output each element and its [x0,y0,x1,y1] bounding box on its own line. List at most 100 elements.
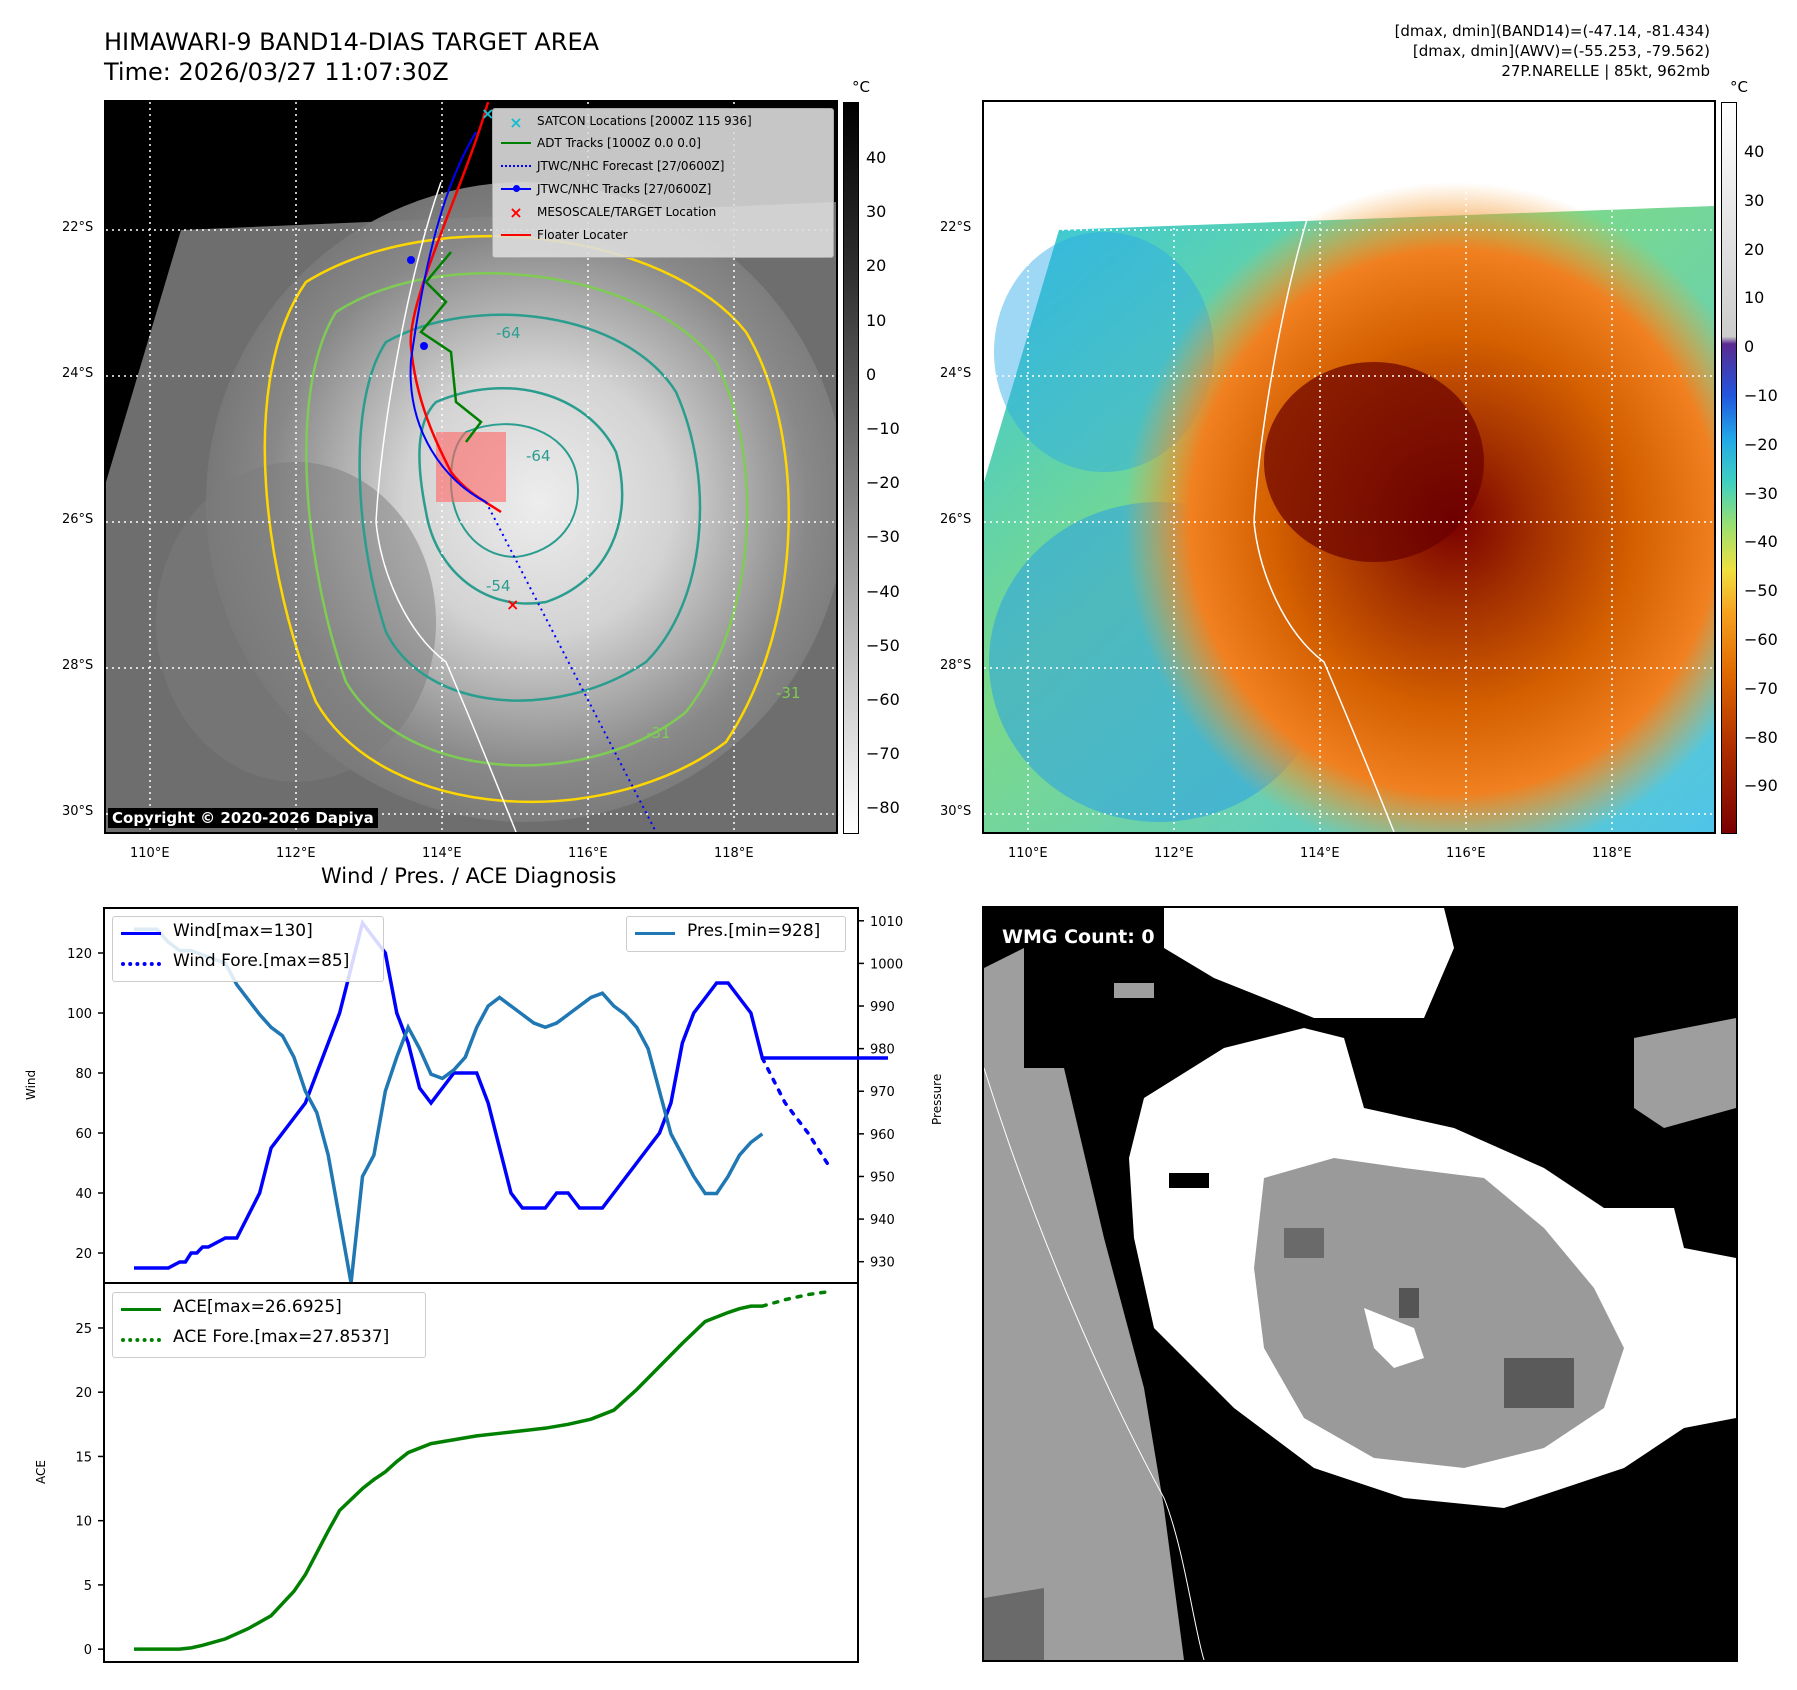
colorbar-gray-tick: −10 [866,419,900,438]
wmg-canvas [984,908,1736,1660]
ace-tick-label: 5 [84,1579,92,1594]
pressure-tick-label: 940 [870,1213,895,1228]
lat-label: 26°S [62,512,94,527]
copyright-label: Copyright © 2020-2026 Dapiya [108,808,378,828]
stats-awv: [dmax, dmin](AWV)=(-55.253, -79.562) [1412,42,1710,60]
lat-label: 28°S [940,658,972,673]
pressure-tick-label: 980 [870,1043,895,1058]
lat-label: 22°S [940,220,972,235]
pressure-tick-label: 930 [870,1256,895,1271]
colorbar-gray-tick: −40 [866,581,900,601]
pressure-tick-label: 1010 [870,915,903,930]
colorbar-color-tick: 10 [1744,288,1765,308]
ace-legend: ACE[max=26.6925] ACE Fore.[max=27.8537] [112,1292,426,1358]
ace-tick-label: 10 [75,1515,92,1530]
adt-legend-icon [501,142,531,144]
contour-label: -64 [526,447,551,465]
lat-label: 30°S [62,804,94,819]
lon-label: 114°E [1300,846,1340,861]
colorbar-gray [843,102,859,834]
colorbar-color-tick: −10 [1744,386,1778,405]
colorbar-color-tick: 20 [1744,239,1765,259]
wind-fore-legend-label: Wind Fore.[max=85] [173,951,350,971]
lon-label: 110°E [130,846,170,861]
lon-label: 112°E [1154,846,1194,861]
colorbar-gray-tick: 40 [866,148,887,167]
series-wind-max-130- [134,919,888,1270]
storm-info: 27P.NARELLE | 85kt, 962mb [1501,62,1710,80]
ace-fore-legend-label: ACE Fore.[max=27.8537] [173,1327,390,1347]
lon-label: 116°E [568,846,608,861]
colorbar-gray-tick: −20 [866,473,900,493]
forecast-legend-icon [501,165,531,167]
colorbar-color-tick: −40 [1744,532,1778,552]
colorbar-color-tick: −30 [1744,483,1778,503]
floater-legend-icon [501,234,531,236]
svg-text:×: × [481,104,494,123]
colorbar-color-tick: 0 [1744,337,1755,357]
colorbar-gray-tick: 0 [866,364,877,384]
wind-tick-label: 100 [67,1007,92,1022]
ace-tick-label: 15 [75,1450,92,1465]
legend-forecast: JTWC/NHC Forecast [27/0600Z] [537,159,725,173]
stats-band14: [dmax, dmin](BAND14)=(-47.14, -81.434) [1394,22,1710,40]
colorbar-gray-tick: 30 [866,202,887,222]
ir-grayscale-map[interactable]: × × -64 -64 -54 -31 -31 × SATCON Locatio… [104,100,838,834]
ace-fore-legend-icon [121,1338,161,1342]
wind-legend-icon [121,932,161,935]
adt-track [419,251,483,443]
jtwc-forecast [485,501,657,832]
colorbar-color-tick: −70 [1744,678,1778,698]
diagnosis-chart: 2040608010012093094095096097098099010001… [67,907,903,1663]
series-pres-min-928- [134,927,764,1284]
lat-label: 28°S [62,658,94,673]
satcon-legend-icon: × [509,113,523,132]
lat-label: 26°S [940,512,972,527]
lon-label: 118°E [714,846,754,861]
wind-fore-legend-icon [121,962,161,966]
colorbar-color-tick: 30 [1744,190,1765,210]
wind-legend: Wind[max=130] Wind Fore.[max=85] [112,916,384,982]
ir-color-map[interactable] [982,100,1716,834]
pressure-tick-label: 950 [870,1170,895,1185]
lon-label: 114°E [422,846,462,861]
series-wind-fore-max-85- [760,1056,833,1171]
colorbar-gray-unit: °C [852,78,870,96]
legend-tracks: JTWC/NHC Tracks [27/0600Z] [537,182,712,196]
wind-legend-label: Wind[max=130] [173,921,313,941]
lat-label: 24°S [940,366,972,381]
colorbar-color-tick: −80 [1744,727,1778,747]
lat-label: 22°S [62,220,94,235]
jtwc-track [409,131,487,503]
wind-tick-label: 80 [75,1067,92,1082]
colorbar-gray-tick: 10 [866,310,887,330]
lon-label: 110°E [1008,846,1048,861]
contour-label: -31 [646,724,671,742]
legend-satcon: SATCON Locations [2000Z 115 936] [537,114,752,128]
wmg-panel[interactable]: WMG Count: 0 [982,906,1738,1662]
ace-tick-label: 25 [75,1322,92,1337]
lon-label: 116°E [1446,846,1486,861]
wmg-count: WMG Count: 0 [1002,926,1155,948]
pressure-legend-icon [635,932,675,935]
target-legend-icon: × [509,203,523,222]
ace-tick-label: 20 [75,1386,92,1401]
contour-label: -64 [496,324,521,342]
diagnosis-title: Wind / Pres. / ACE Diagnosis [321,864,617,888]
wind-tick-label: 120 [67,947,92,962]
pressure-legend-label: Pres.[min=928] [687,921,821,941]
contour-label: -54 [486,577,511,595]
lon-label: 118°E [1592,846,1632,861]
colorbar-gray-tick: −50 [866,635,900,655]
ace-axes-frame [103,1282,859,1663]
ir-color-map-canvas [984,102,1714,832]
colorbar-color-tick: −20 [1744,434,1778,454]
pressure-tick-label: 960 [870,1128,895,1143]
pressure-tick-label: 1000 [870,957,903,972]
colorbar-gray-tick: −70 [866,744,900,764]
pressure-legend: Pres.[min=928] [626,916,846,952]
target-marker: × [506,595,519,614]
colorbar-color-tick: −50 [1744,581,1778,601]
contour-label: -31 [776,684,801,702]
colorbar-color-tick: −60 [1744,630,1778,649]
